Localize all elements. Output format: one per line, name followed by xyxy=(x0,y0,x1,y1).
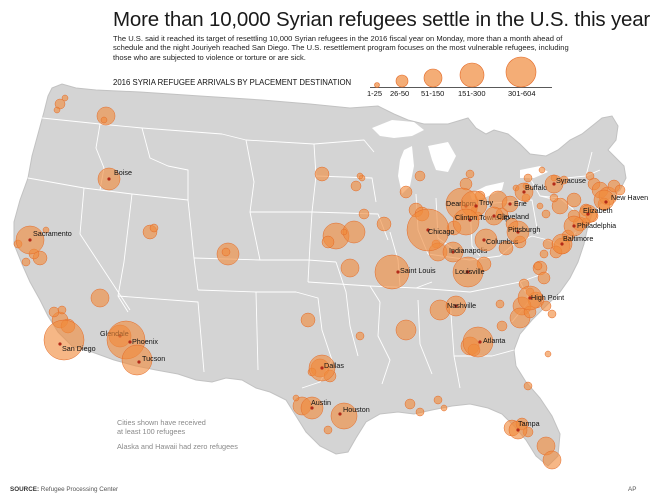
city-marker: Louisville xyxy=(452,256,485,288)
legend-bubble-5 xyxy=(505,56,537,88)
legend-bubble-2 xyxy=(395,74,409,88)
city-label: Elizabeth xyxy=(583,206,613,215)
city-label: Columbus xyxy=(486,237,519,246)
city-label: Atlanta xyxy=(483,336,505,345)
city-label: Baltimore xyxy=(563,234,593,243)
map-title: More than 10,000 Syrian refugees settle … xyxy=(113,8,650,31)
city-label: New Haven xyxy=(611,193,648,202)
map-subtitle: The U.S. said it reached its target of r… xyxy=(113,34,569,62)
city-marker: Tampa xyxy=(508,419,540,440)
note-line-1: Cities shown have received xyxy=(117,418,206,427)
legend-bubble-3 xyxy=(423,68,443,88)
city-marker: Tucson xyxy=(121,344,165,376)
city-label: Cleveland xyxy=(497,212,529,221)
city-marker: Buffalo xyxy=(514,182,547,202)
legend-label-3: 51-150 xyxy=(421,89,445,98)
legend-bubble-1 xyxy=(374,82,380,88)
legend-bubbles xyxy=(370,56,552,88)
source-text: Refugee Processing Center xyxy=(40,486,119,493)
city-marker: Austin xyxy=(300,396,331,420)
city-label: Nashville xyxy=(447,301,476,310)
city-marker: Boise xyxy=(97,167,132,191)
city-label: Philadelphia xyxy=(577,221,616,230)
city-bubbles: Boise Sacramento Glendale San Diego Phoe… xyxy=(15,167,648,440)
city-marker: Dallas xyxy=(308,354,344,382)
city-marker: New Haven xyxy=(593,189,648,211)
city-label: Troy xyxy=(479,198,494,207)
legend-label-2: 26-50 xyxy=(390,89,410,98)
city-label: Austin xyxy=(311,398,331,407)
city-label: Houston xyxy=(343,405,370,414)
city-label: Boise xyxy=(114,168,132,177)
us-landmass xyxy=(13,83,627,467)
city-marker: San Diego xyxy=(43,319,96,361)
legend-label-1: 1-25 xyxy=(367,89,383,98)
minor-bubbles xyxy=(13,94,626,470)
city-marker: Clinton Township xyxy=(452,208,509,236)
city-marker: Syracuse xyxy=(544,174,586,194)
source-label: SOURCE: xyxy=(10,486,40,493)
city-marker: Elizabeth xyxy=(578,204,613,224)
city-label: Sacramento xyxy=(33,229,72,238)
city-marker: Chicago xyxy=(406,208,454,252)
city-label: Pittsburgh xyxy=(508,225,540,234)
city-label: Syracuse xyxy=(556,176,586,185)
legend-title: 2016 SYRIA REFUGEE ARRIVALS BY PLACEMENT… xyxy=(113,78,352,87)
city-label: Tampa xyxy=(518,419,540,428)
note-cities: Cities shown have received at least 100 … xyxy=(117,418,206,436)
city-marker: Columbus xyxy=(474,228,519,252)
city-label: Erie xyxy=(514,199,527,208)
lake-huron xyxy=(428,142,456,172)
state-borders xyxy=(27,117,601,389)
city-label: Indianapolis xyxy=(449,246,488,255)
city-marker: Philadelphia xyxy=(563,215,616,237)
city-label: Chicago xyxy=(428,227,454,236)
city-marker: Saint Louis xyxy=(374,254,436,290)
lake-superior xyxy=(372,120,424,138)
city-label: Buffalo xyxy=(525,183,547,192)
note-alaska-hawaii: Alaska and Hawaii had zero refugees xyxy=(117,442,238,451)
city-marker: Pittsburgh xyxy=(506,220,540,244)
city-label: Louisville xyxy=(455,267,485,276)
city-label: High Point xyxy=(531,293,564,302)
city-label: Phoenix xyxy=(132,337,158,346)
city-marker: High Point xyxy=(517,285,564,311)
credit: AP xyxy=(628,486,637,493)
legend-label-4: 151-300 xyxy=(458,89,486,98)
city-marker: Houston xyxy=(330,402,370,430)
city-label: Saint Louis xyxy=(400,266,436,275)
city-marker: Sacramento xyxy=(15,225,72,255)
lake-michigan xyxy=(398,146,414,194)
city-marker: Cleveland xyxy=(484,206,529,226)
legend-bubble-4 xyxy=(459,62,485,88)
city-marker: Atlanta xyxy=(462,326,505,358)
note-line-2: at least 100 refugees xyxy=(117,427,186,436)
city-marker: Indianapolis xyxy=(442,241,488,263)
city-label: Dallas xyxy=(324,361,344,370)
city-label: Tucson xyxy=(142,354,165,363)
legend-label-5: 301-604 xyxy=(508,89,536,98)
source-line: SOURCE: Refugee Processing Center xyxy=(10,486,118,493)
city-label: San Diego xyxy=(62,344,96,353)
city-marker: Baltimore xyxy=(551,233,593,255)
city-label: Clinton Township xyxy=(455,213,509,222)
city-marker: Nashville xyxy=(445,295,476,317)
city-marker: Erie xyxy=(501,195,527,213)
